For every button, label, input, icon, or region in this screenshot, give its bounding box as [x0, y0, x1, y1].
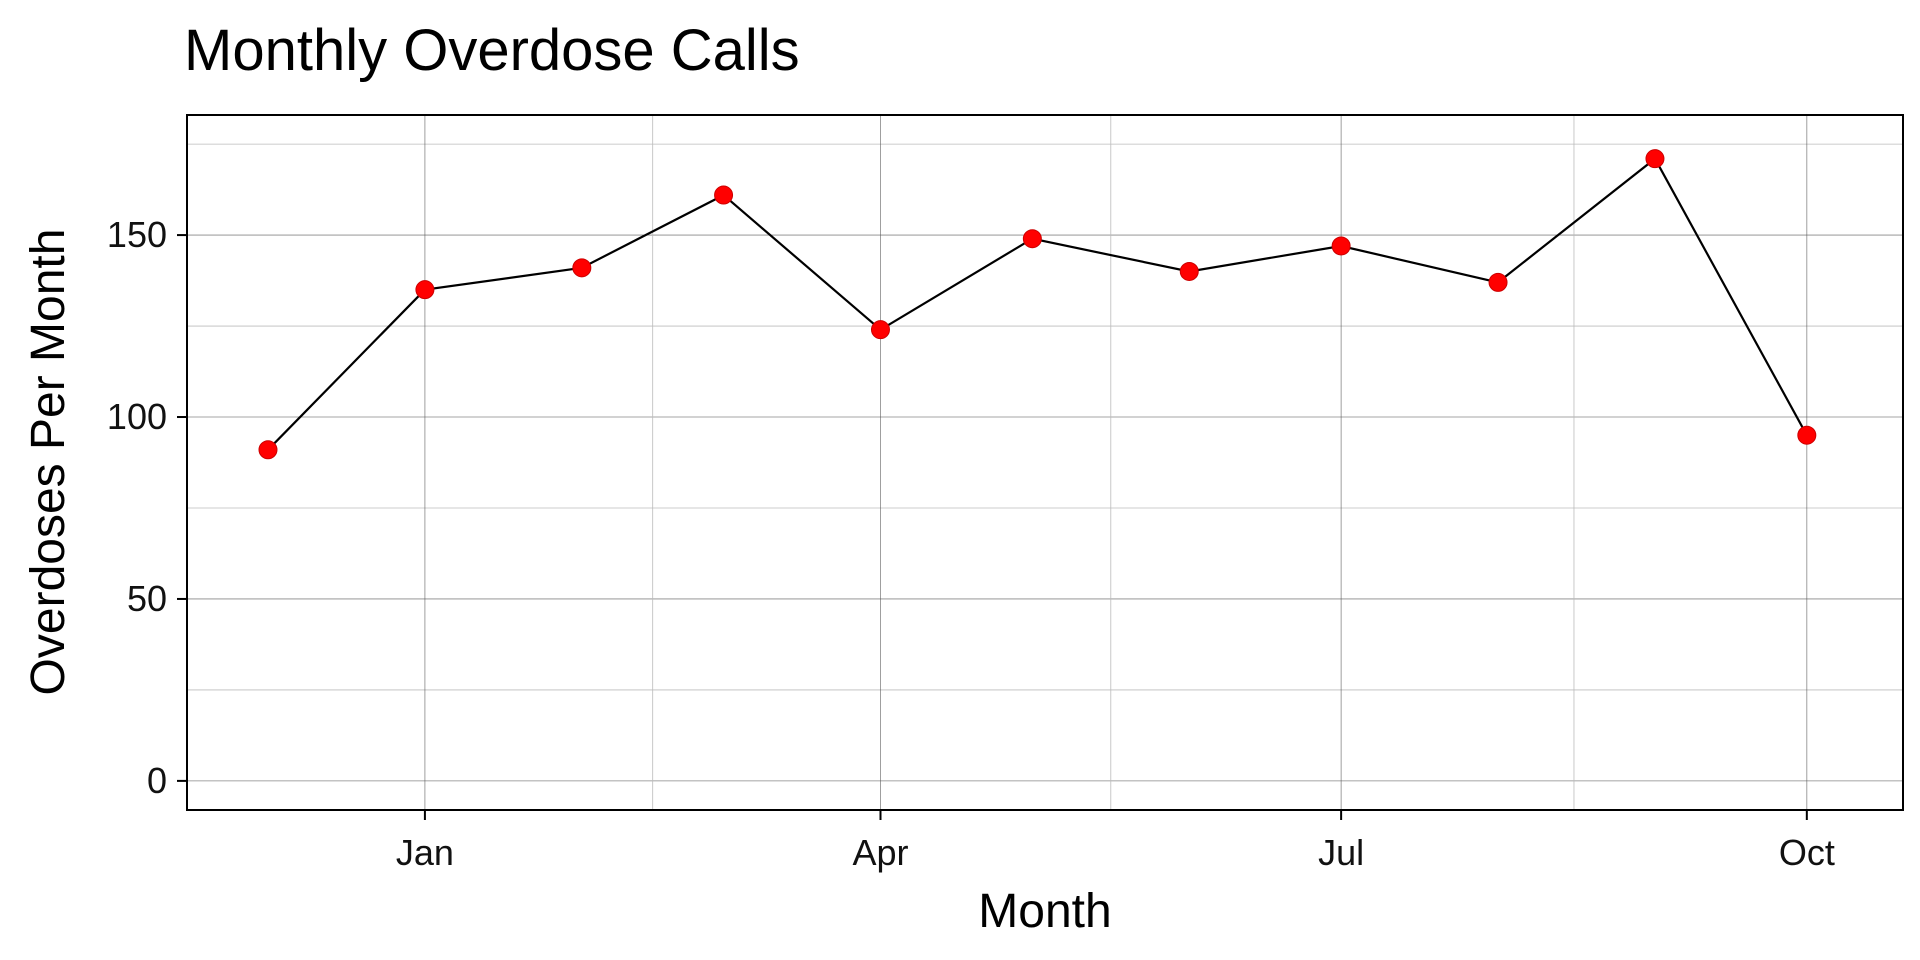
x-tick-label: Oct	[1779, 832, 1835, 873]
data-point	[1645, 149, 1665, 169]
x-tick-label: Apr	[852, 832, 908, 873]
data-point	[1179, 261, 1199, 281]
y-tick-label: 50	[127, 578, 167, 619]
axis-ticks: 0 50 100 150 Jan Apr Jul Oct	[107, 214, 1835, 873]
x-tick-label: Jan	[396, 832, 454, 873]
data-point	[572, 258, 592, 278]
data-point	[415, 280, 435, 300]
data-point	[1022, 229, 1042, 249]
chart-title: Monthly Overdose Calls	[184, 18, 800, 83]
y-tick-label: 100	[107, 396, 167, 437]
y-tick-label: 0	[147, 760, 167, 801]
x-axis-label: Month	[978, 885, 1111, 938]
data-point	[870, 320, 890, 340]
data-point	[714, 185, 734, 205]
data-point	[1488, 272, 1508, 292]
series-layer	[258, 149, 1817, 460]
y-axis-label: Overdoses Per Month	[22, 229, 75, 696]
x-tick-label: Jul	[1318, 832, 1364, 873]
y-tick-label: 150	[107, 214, 167, 255]
plot-frame	[186, 114, 1904, 811]
data-point	[258, 440, 278, 460]
data-point	[1797, 425, 1817, 445]
series-line	[267, 157, 1808, 451]
grid	[187, 115, 1903, 810]
data-point	[1331, 236, 1351, 256]
